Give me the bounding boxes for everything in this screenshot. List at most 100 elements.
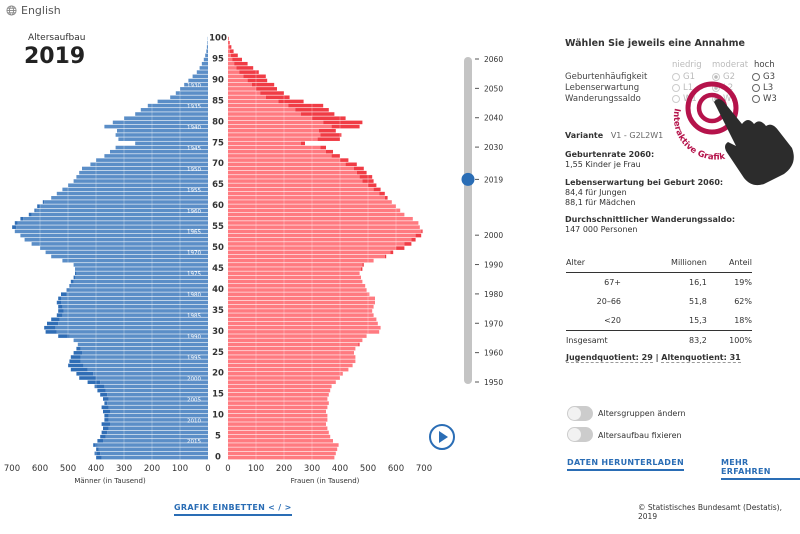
male-surplus-bar	[51, 317, 60, 322]
download-data-link[interactable]: DATEN HERUNTERLADEN	[567, 458, 684, 471]
female-surplus-bar	[229, 49, 234, 53]
male-bar	[58, 321, 209, 326]
female-bar	[228, 392, 329, 397]
female-bar	[228, 304, 374, 309]
cell: <20	[566, 311, 621, 331]
male-bar	[135, 112, 208, 116]
slider-track	[464, 57, 472, 384]
learn-more-link[interactable]: MEHR ERFAHREN	[721, 458, 800, 480]
female-surplus-bar	[228, 36, 229, 41]
female-bar	[228, 57, 233, 62]
radio-circle	[752, 95, 760, 103]
male-bar	[40, 204, 208, 208]
age-tick-label: 55	[212, 222, 224, 232]
female-bar	[228, 309, 373, 313]
female-surplus-bar	[345, 162, 357, 167]
female-bar	[228, 359, 356, 364]
female-bar	[228, 41, 229, 45]
female-surplus-bar	[232, 57, 242, 62]
male-surplus-bar	[58, 296, 61, 301]
male-surplus-bar	[44, 325, 56, 330]
male-bar	[180, 87, 208, 91]
x-axis-label-female: Frauen (in Tausend)	[291, 477, 360, 485]
slider-tick-label: 2019	[484, 175, 503, 184]
slider-tick-label: 2000	[484, 231, 503, 240]
toggle-fix-structure[interactable]	[567, 427, 593, 442]
cell: 20–66	[596, 297, 621, 306]
female-bar	[228, 158, 340, 162]
year-slider[interactable]: 2060 2050 2040 2030 2019 2000 1990 1980 1970 1960…	[455, 50, 515, 395]
radio-L1[interactable]: L1	[672, 83, 693, 93]
male-surplus-bar	[94, 451, 101, 456]
radio-circle	[672, 84, 680, 92]
age-tick-label: 20	[212, 369, 224, 379]
male-surplus-bar	[58, 304, 63, 309]
migration-title: Durchschnittlicher Wanderungssaldo:	[565, 215, 736, 224]
language-label: English	[21, 4, 61, 17]
male-bar	[100, 451, 208, 456]
birth-year-label: 1945	[187, 146, 201, 152]
radio-G2[interactable]: G2	[712, 72, 735, 82]
male-bar	[170, 95, 208, 100]
youth-ratio[interactable]: Jugendquotient: 29	[566, 353, 653, 363]
male-bar	[107, 430, 208, 435]
female-surplus-bar	[260, 91, 284, 95]
male-bar	[61, 300, 208, 305]
male-bar	[55, 325, 209, 330]
old-age-ratio[interactable]: Altenquotient: 31	[661, 353, 741, 363]
male-bar	[108, 397, 208, 401]
female-bar	[228, 447, 338, 452]
current-year: 2019	[24, 44, 86, 69]
x-axis-label-male: Männer (in Tausend)	[74, 477, 146, 485]
male-bar	[207, 41, 208, 45]
male-surplus-bar	[73, 275, 75, 280]
female-surplus-bar	[320, 133, 342, 137]
life-exp-title: Lebenserwartung bei Geburt 2060:	[565, 178, 724, 187]
female-bar	[228, 208, 401, 213]
female-bar	[228, 288, 367, 292]
female-bar	[228, 426, 328, 431]
male-bar	[51, 196, 209, 200]
female-bar	[228, 338, 363, 343]
female-bar	[228, 204, 396, 208]
female-surplus-bar	[373, 187, 381, 192]
female-bar	[228, 405, 328, 410]
radio-W3[interactable]: W3	[752, 94, 777, 104]
female-bar	[228, 342, 359, 347]
female-bar	[228, 187, 374, 192]
cell: 83,2	[688, 336, 707, 345]
female-bar	[228, 317, 377, 322]
cell: 15,3	[621, 311, 707, 331]
radio-L3[interactable]: L3	[752, 83, 773, 93]
birth-year-label: 1970	[187, 251, 201, 257]
cell: 62%	[734, 297, 752, 306]
birth-year-label: 1940	[187, 125, 201, 131]
toggle-age-groups[interactable]	[567, 406, 593, 421]
variant-label: Variante	[565, 131, 604, 140]
male-bar	[51, 254, 209, 259]
age-tick-label: 90	[212, 75, 224, 85]
radio-G3[interactable]: G3	[752, 72, 775, 82]
birth-year-label: 1980	[187, 293, 201, 299]
play-button[interactable]	[429, 424, 455, 450]
age-tick-label: 85	[212, 96, 224, 106]
female-surplus-bar	[319, 128, 336, 133]
female-bar	[228, 221, 419, 225]
male-bar	[56, 191, 208, 196]
embed-graphic-link[interactable]: GRAFIK EINBETTEN < / >	[174, 503, 292, 516]
male-bar	[203, 57, 208, 62]
male-bar	[108, 405, 208, 410]
radio-G1[interactable]: G1	[672, 72, 695, 82]
female-surplus-bar	[317, 137, 340, 141]
table-header: Alter Millionen Anteil	[566, 258, 752, 273]
slider-knob[interactable]	[461, 172, 475, 186]
male-bar	[206, 49, 208, 53]
language-switch[interactable]: English	[6, 4, 61, 17]
male-bar	[115, 133, 208, 137]
male-surplus-bar	[69, 284, 71, 288]
x-tick-label-female: 600	[388, 464, 404, 474]
female-bar	[228, 133, 321, 137]
cell: 19%	[734, 278, 752, 287]
male-bar	[77, 342, 208, 347]
female-surplus-bar	[239, 70, 259, 74]
